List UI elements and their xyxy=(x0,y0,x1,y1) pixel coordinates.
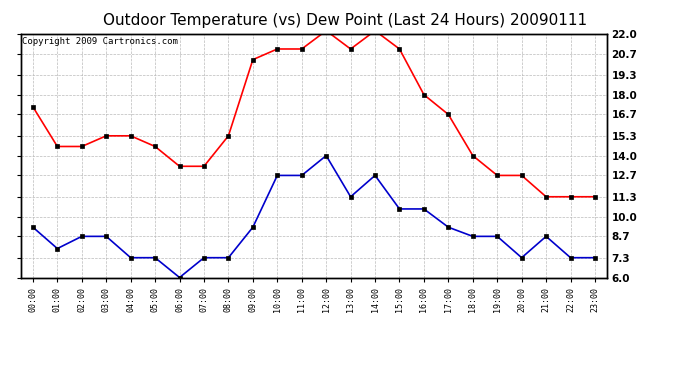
Text: Outdoor Temperature (vs) Dew Point (Last 24 Hours) 20090111: Outdoor Temperature (vs) Dew Point (Last… xyxy=(103,13,587,28)
Text: Copyright 2009 Cartronics.com: Copyright 2009 Cartronics.com xyxy=(22,38,178,46)
